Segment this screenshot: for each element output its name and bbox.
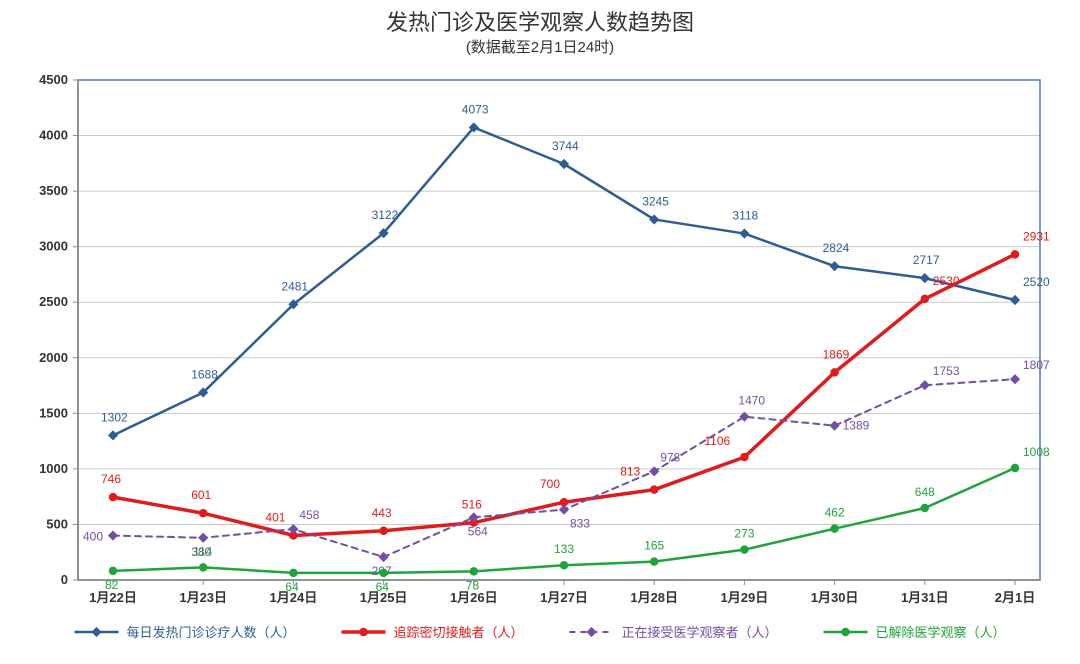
data-label: 700 <box>540 477 560 491</box>
legend-label: 正在接受医学观察者（人） <box>622 625 778 640</box>
chart-svg: 发热门诊及医学观察人数趋势图 (数据截至2月1日24时) 0 500 1000 150… <box>0 0 1080 664</box>
data-label: 4073 <box>462 102 489 116</box>
chart-subtitle: (数据截至2月1日24时) <box>466 39 614 56</box>
data-label: 2481 <box>281 279 308 293</box>
data-label: 3122 <box>372 208 399 222</box>
chart-title: 发热门诊及医学观察人数趋势图 <box>386 10 694 35</box>
data-label: 2824 <box>823 241 850 255</box>
data-label: 601 <box>191 488 211 502</box>
data-label: 114 <box>193 544 212 558</box>
svg-text:1500: 1500 <box>39 405 68 420</box>
data-label: 2931 <box>1023 229 1050 243</box>
svg-text:3500: 3500 <box>39 183 68 198</box>
data-label: 1688 <box>191 367 218 381</box>
data-label: 3245 <box>642 194 669 208</box>
data-label: 3744 <box>552 139 579 153</box>
svg-text:1月31日: 1月31日 <box>901 590 949 605</box>
data-label: 443 <box>372 506 392 520</box>
svg-text:4500: 4500 <box>39 72 68 87</box>
data-label: 1807 <box>1023 358 1050 372</box>
legend-label: 追踪密切接触者（人） <box>393 625 523 640</box>
svg-text:1月23日: 1月23日 <box>179 590 227 605</box>
data-label: 3118 <box>732 209 758 223</box>
data-label: 1106 <box>704 434 730 448</box>
svg-text:2500: 2500 <box>39 294 68 309</box>
data-label: 1753 <box>933 364 960 378</box>
svg-text:4000: 4000 <box>39 128 68 143</box>
data-label: 458 <box>299 508 319 522</box>
data-label: 1302 <box>101 410 128 424</box>
svg-text:500: 500 <box>46 516 68 531</box>
legend-label: 已解除医学观察（人） <box>876 625 1006 640</box>
data-label: 516 <box>462 498 482 512</box>
svg-text:0: 0 <box>61 572 68 587</box>
data-label: 64 <box>285 580 299 594</box>
data-label: 273 <box>734 527 754 541</box>
svg-text:2月1日: 2月1日 <box>995 590 1035 605</box>
chart-bg <box>0 0 1080 664</box>
data-label: 813 <box>620 465 640 479</box>
data-label: 401 <box>265 510 285 524</box>
svg-text:1月22日: 1月22日 <box>89 590 137 605</box>
data-label: 1008 <box>1023 445 1050 459</box>
svg-text:1月28日: 1月28日 <box>630 590 678 605</box>
data-label: 1470 <box>738 394 765 408</box>
svg-text:3000: 3000 <box>39 239 68 254</box>
data-label: 82 <box>105 578 119 592</box>
data-label: 400 <box>83 530 103 544</box>
data-label: 978 <box>660 450 680 464</box>
data-label: 78 <box>466 578 480 592</box>
svg-text:1000: 1000 <box>39 461 68 476</box>
svg-text:1月30日: 1月30日 <box>811 590 859 605</box>
svg-text:1月29日: 1月29日 <box>721 590 769 605</box>
data-label: 462 <box>825 506 845 520</box>
svg-text:2000: 2000 <box>39 350 68 365</box>
data-label: 564 <box>468 524 488 538</box>
legend-label: 每日发热门诊诊疗人数（人） <box>126 625 295 640</box>
data-label: 1869 <box>823 347 850 361</box>
data-label: 833 <box>570 517 590 531</box>
data-label: 2520 <box>1023 275 1050 289</box>
data-label: 133 <box>554 542 574 556</box>
data-label: 2530 <box>933 274 960 288</box>
data-label: 2717 <box>913 253 940 267</box>
data-label: 165 <box>644 539 664 553</box>
data-label: 648 <box>915 485 935 499</box>
data-label: 64 <box>376 580 390 594</box>
data-label: 1389 <box>843 419 870 433</box>
svg-text:1月27日: 1月27日 <box>540 590 588 605</box>
trend-chart: 发热门诊及医学观察人数趋势图 (数据截至2月1日24时) 0 500 1000 150… <box>0 0 1080 664</box>
data-label: 746 <box>101 472 121 486</box>
